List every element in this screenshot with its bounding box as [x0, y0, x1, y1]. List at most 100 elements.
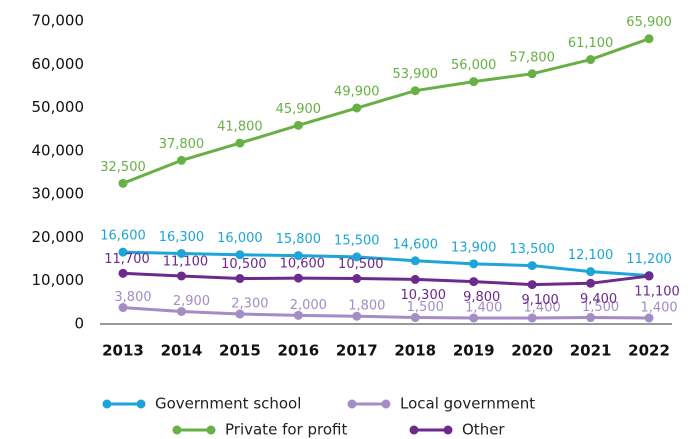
- data-label: 14,600: [393, 237, 439, 252]
- data-point: [644, 271, 654, 281]
- data-label: 12,100: [568, 248, 614, 263]
- data-label: 13,500: [509, 242, 555, 257]
- data-label: 15,800: [276, 232, 322, 247]
- data-label: 2,000: [290, 298, 327, 313]
- legend-marker: [347, 399, 357, 409]
- data-point: [293, 310, 303, 320]
- series-line: [122, 37, 650, 185]
- data-point: [235, 138, 245, 148]
- data-label: 9,100: [522, 293, 559, 308]
- x-tick-label: 2013: [102, 342, 144, 360]
- data-label: 11,700: [104, 252, 150, 267]
- y-tick-label: 0: [74, 315, 84, 333]
- legend-label: Private for profit: [225, 421, 347, 439]
- x-tick-label: 2022: [628, 342, 670, 360]
- legend-marker: [206, 425, 216, 435]
- data-point: [293, 273, 303, 283]
- data-label: 41,800: [217, 120, 263, 135]
- y-tick-label: 30,000: [32, 185, 85, 203]
- series-line: [122, 271, 650, 287]
- legend-marker: [443, 425, 453, 435]
- data-point: [586, 313, 596, 323]
- data-label: 10,300: [401, 288, 447, 303]
- data-point: [176, 306, 186, 316]
- data-point: [293, 251, 303, 261]
- data-label: 49,900: [334, 85, 380, 100]
- data-point: [176, 155, 186, 165]
- data-label: 1,400: [465, 300, 502, 315]
- data-label: 61,100: [568, 36, 614, 51]
- data-point: [352, 252, 362, 262]
- x-tick-label: 2020: [511, 342, 553, 360]
- x-tick-label: 2014: [161, 342, 203, 360]
- data-label: 11,100: [163, 254, 209, 269]
- data-point: [352, 311, 362, 321]
- data-label: 57,800: [509, 50, 555, 65]
- data-label: 9,400: [580, 292, 617, 307]
- data-point: [176, 248, 186, 258]
- data-point: [586, 55, 596, 65]
- data-label: 16,300: [159, 230, 205, 245]
- data-point: [586, 278, 596, 288]
- data-point: [293, 120, 303, 130]
- data-label: 1,400: [524, 300, 561, 315]
- data-label: 13,900: [451, 240, 497, 255]
- legend-marker: [381, 399, 391, 409]
- data-label: 10,500: [221, 257, 267, 272]
- legend-marker: [409, 425, 419, 435]
- data-label: 11,200: [626, 252, 672, 267]
- data-label: 32,500: [100, 160, 146, 175]
- data-point: [527, 280, 537, 290]
- data-point: [118, 303, 128, 313]
- legend-label: Local government: [400, 395, 535, 413]
- data-point: [410, 86, 420, 96]
- x-tick-label: 2021: [570, 342, 612, 360]
- data-label: 2,900: [173, 294, 210, 309]
- y-tick-label: 40,000: [32, 141, 85, 159]
- data-label: 2,300: [231, 297, 268, 312]
- data-label: 1,400: [640, 300, 677, 315]
- data-point: [469, 277, 479, 287]
- data-point: [118, 247, 128, 257]
- data-label: 11,100: [634, 284, 680, 299]
- data-point: [469, 259, 479, 269]
- legend-label: Other: [462, 421, 505, 439]
- data-label: 1,800: [348, 299, 385, 314]
- data-point: [644, 34, 654, 44]
- data-point: [469, 77, 479, 87]
- data-point: [352, 274, 362, 284]
- legend-label: Government school: [155, 395, 301, 413]
- data-point: [469, 313, 479, 323]
- data-point: [118, 268, 128, 278]
- legend-marker: [102, 399, 112, 409]
- data-point: [118, 178, 128, 188]
- data-label: 1,500: [582, 300, 619, 315]
- data-label: 16,600: [100, 229, 146, 244]
- data-point: [410, 313, 420, 323]
- data-point: [527, 313, 537, 323]
- y-tick-label: 10,000: [32, 271, 85, 289]
- y-tick-label: 60,000: [32, 55, 85, 73]
- data-point: [586, 267, 596, 277]
- data-label: 56,000: [451, 58, 497, 73]
- data-label: 65,900: [626, 15, 672, 30]
- legend-marker: [172, 425, 182, 435]
- data-label: 1,500: [407, 300, 444, 315]
- data-label: 16,000: [217, 231, 263, 246]
- data-point: [527, 261, 537, 271]
- data-label: 53,900: [393, 67, 439, 82]
- y-tick-label: 20,000: [32, 228, 85, 246]
- data-point: [235, 309, 245, 319]
- x-tick-label: 2018: [394, 342, 436, 360]
- data-point: [176, 271, 186, 281]
- data-point: [235, 250, 245, 260]
- data-point: [352, 103, 362, 113]
- series-line: [122, 306, 650, 320]
- data-label: 10,500: [338, 257, 384, 272]
- x-tick-label: 2016: [277, 342, 319, 360]
- series-line: [122, 250, 650, 278]
- y-tick-label: 50,000: [32, 98, 85, 116]
- data-point: [644, 313, 654, 323]
- data-label: 37,800: [159, 137, 205, 152]
